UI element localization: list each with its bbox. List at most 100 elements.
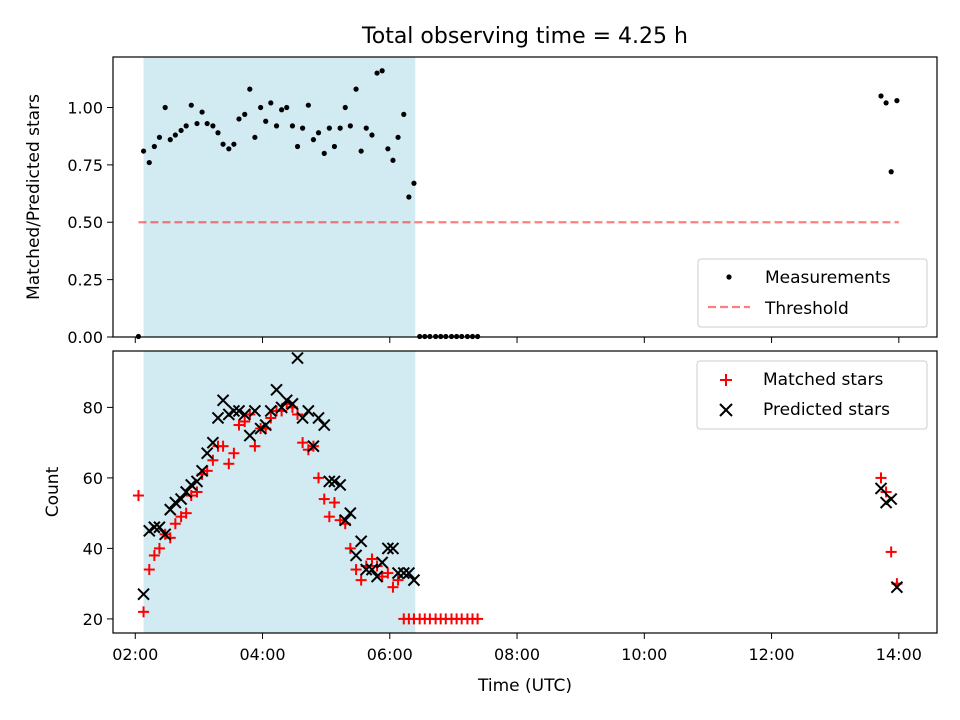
measurement-point	[353, 86, 359, 92]
predicted-star-point	[407, 573, 421, 587]
measurement-point	[284, 104, 290, 111]
ratio-panel: 0.00 0.25 0.50 0.75 1.00 Matched/Predicted s…	[24, 56, 938, 347]
count-y-tick-label: 40	[83, 539, 103, 558]
predicted-star-point	[323, 475, 336, 488]
predicted-legend-label: Predicted stars	[763, 400, 890, 420]
measurement-point	[279, 107, 285, 113]
predicted-star-point	[344, 506, 357, 520]
matched-star-point	[323, 511, 335, 523]
predicted-star-point	[354, 535, 368, 548]
matched-star-point	[138, 606, 150, 618]
predicted-star-point	[174, 492, 188, 506]
matched-star-point	[244, 408, 256, 420]
matched-star-point	[164, 532, 176, 544]
matched-star-point	[318, 493, 330, 505]
predicted-star-point	[365, 563, 379, 576]
predicted-star-point	[328, 475, 341, 488]
matched-star-point	[328, 497, 340, 509]
measurement-point	[347, 123, 353, 129]
measurement-point	[379, 68, 385, 74]
observing-window-bottom	[143, 351, 416, 633]
matched-star-point	[382, 567, 394, 579]
predicted-star-point	[890, 580, 904, 594]
measurement-point	[183, 123, 189, 129]
predicted-star-point	[200, 447, 214, 460]
measurement-point	[326, 125, 332, 131]
predicted-star-point	[291, 351, 304, 365]
predicted-star-point	[137, 588, 150, 601]
matched-legend-marker	[720, 374, 732, 386]
measurement-point	[242, 111, 248, 117]
predicted-star-point	[227, 404, 241, 418]
predicted-legend-marker	[719, 403, 733, 417]
measurement-point	[194, 120, 200, 127]
predicted-star-point	[185, 478, 198, 492]
matched-legend-label: Matched stars	[763, 370, 883, 390]
predicted-star-point	[206, 436, 220, 449]
x-tick-label: 12:00	[749, 645, 795, 664]
measurement-point	[273, 123, 280, 129]
matched-star-point	[153, 542, 165, 554]
measurement-point	[263, 118, 269, 124]
measurement-point	[156, 134, 163, 140]
predicted-star-point	[179, 485, 193, 499]
count-x-ticks: 02:00 04:00 06:00 08:00 10:00 12:00 14:00	[112, 633, 922, 664]
matched-star-point	[148, 549, 160, 561]
measurement-point	[162, 104, 168, 111]
matched-star-point	[376, 571, 388, 583]
predicted-star-point	[381, 542, 395, 555]
count-y-ticks: 20 40 60 80	[83, 398, 113, 629]
measurement-point	[210, 123, 216, 129]
measurement-point	[252, 134, 258, 140]
measurement-point	[289, 123, 296, 129]
matched-star-point	[249, 440, 261, 452]
measurement-point	[894, 98, 900, 104]
matched-star-point	[880, 486, 892, 498]
matched-star-point	[350, 564, 362, 576]
measurement-point	[363, 125, 369, 131]
matched-star-point	[371, 560, 383, 572]
measurement-point	[151, 143, 157, 150]
measurement-point	[226, 146, 232, 152]
predicted-star-point	[211, 411, 225, 425]
ratio-legend-box	[697, 258, 928, 328]
measurement-point	[395, 134, 401, 140]
count-panel-frame	[112, 350, 938, 634]
predicted-star-point	[195, 464, 209, 478]
measurement-point	[305, 102, 311, 108]
measurement-point	[140, 148, 147, 154]
measurement-points	[135, 68, 900, 340]
predicted-star-point	[307, 439, 320, 453]
predicted-star-point	[349, 549, 363, 562]
matched-star-point	[265, 412, 277, 424]
matched-star-point	[217, 440, 229, 452]
predicted-star-point	[158, 528, 172, 541]
matched-star-point	[201, 465, 213, 477]
matched-star-point	[313, 472, 325, 484]
matched-star-point	[185, 490, 197, 502]
measurement-point	[204, 120, 210, 127]
predicted-star-point	[375, 556, 389, 569]
count-y-axis-label: Count	[43, 466, 63, 517]
measurement-point	[321, 150, 327, 156]
matched-star-point	[297, 437, 309, 449]
ratio-panel-frame	[112, 56, 938, 338]
predicted-star-point	[402, 566, 416, 580]
measurement-point	[888, 169, 894, 175]
count-points	[132, 351, 904, 625]
ratio-y-tick-label: 1.00	[67, 98, 103, 117]
measurement-point	[199, 109, 205, 115]
count-y-tick-label: 80	[83, 398, 103, 417]
ratio-y-tick-label: 0.50	[67, 213, 103, 232]
predicted-star-point	[248, 404, 262, 418]
predicted-star-point	[275, 401, 288, 414]
x-tick-label: 06:00	[367, 645, 413, 664]
count-panel: 20 40 60 80 02:00 04:00 06:00 08:00 10:00 12:00 1…	[43, 350, 938, 696]
predicted-star-point	[216, 394, 230, 407]
matched-star-point	[355, 574, 367, 586]
predicted-star-point	[190, 475, 204, 488]
x-tick-label: 02:00	[112, 645, 158, 664]
predicted-star-point	[370, 570, 384, 583]
matched-star-point	[223, 458, 235, 470]
x-tick-label: 04:00	[239, 645, 285, 664]
